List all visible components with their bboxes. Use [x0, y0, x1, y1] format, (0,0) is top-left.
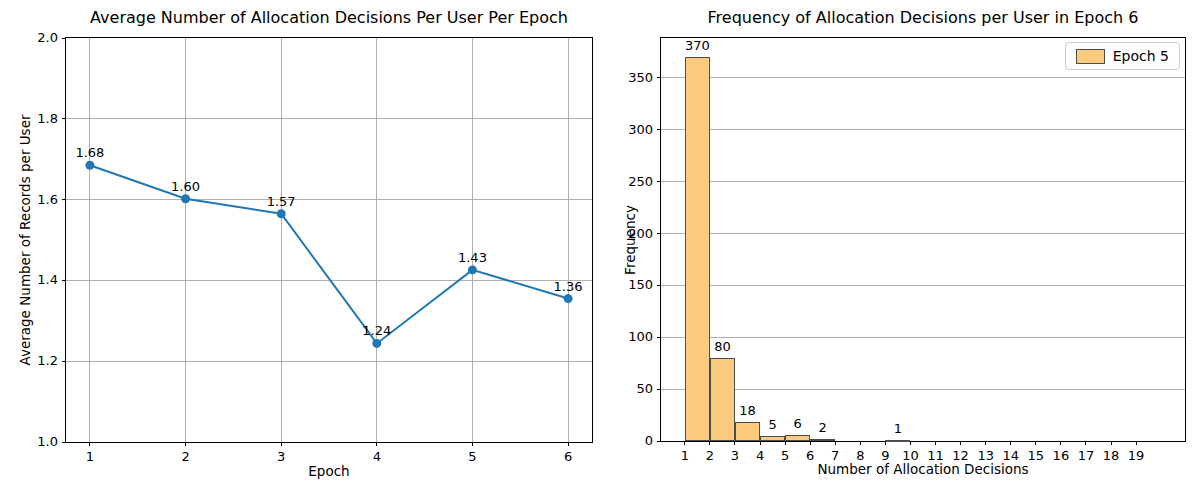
- line-chart-title: Average Number of Allocation Decisions P…: [66, 8, 592, 27]
- x-tick-mark: [472, 442, 473, 446]
- y-tick-mark: [657, 337, 661, 338]
- y-tick-label: 50: [611, 381, 653, 397]
- y-tick-mark: [657, 389, 661, 390]
- y-tick-mark: [657, 441, 661, 442]
- histogram-x-axis-label: Number of Allocation Decisions: [661, 461, 1185, 477]
- x-tick-mark: [1111, 441, 1112, 445]
- y-tick-label: 2.0: [16, 30, 58, 46]
- x-tick-mark: [1035, 441, 1036, 445]
- y-tick-label: 150: [611, 277, 653, 293]
- y-tick-label: 1.0: [16, 434, 58, 450]
- data-point-marker: [372, 339, 381, 348]
- y-gridline: [661, 389, 1185, 390]
- x-tick-mark: [960, 441, 961, 445]
- legend-label: Epoch 5: [1113, 49, 1169, 63]
- x-tick-mark: [709, 441, 710, 445]
- histogram-bar: [710, 358, 735, 441]
- x-tick-mark: [1136, 441, 1137, 445]
- data-point-marker: [181, 194, 190, 203]
- line-chart-x-axis-label: Epoch: [66, 463, 592, 479]
- x-tick-mark: [1060, 441, 1061, 445]
- data-point-marker: [468, 265, 477, 274]
- y-tick-mark: [657, 181, 661, 182]
- y-tick-label: 350: [611, 70, 653, 86]
- y-tick-label: 250: [611, 174, 653, 190]
- y-tick-label: 200: [611, 226, 653, 242]
- x-tick-mark: [860, 441, 861, 445]
- x-tick-mark: [568, 442, 569, 446]
- x-tick-mark: [89, 442, 90, 446]
- y-tick-label: 1.6: [16, 192, 58, 208]
- y-tick-label: 1.4: [16, 272, 58, 288]
- line-series: [66, 38, 592, 442]
- bar-value-label: 1: [873, 421, 923, 437]
- histogram-bar: [885, 440, 910, 442]
- bar-value-label: 2: [798, 420, 848, 436]
- x-tick-mark: [376, 442, 377, 446]
- data-point-label: 1.43: [447, 250, 497, 266]
- y-gridline: [661, 337, 1185, 338]
- data-point-label: 1.24: [352, 323, 402, 339]
- y-tick-label: 0: [611, 433, 653, 449]
- y-tick-label: 300: [611, 122, 653, 138]
- histogram-title: Frequency of Allocation Decisions per Us…: [661, 8, 1185, 27]
- x-tick-mark: [1085, 441, 1086, 445]
- matplotlib-figure: Average Number of Allocation Decisions P…: [0, 0, 1200, 500]
- y-gridline: [661, 77, 1185, 78]
- bar-value-label: 370: [672, 38, 722, 54]
- histogram-plot-area: Epoch 5 12345678910111213141516171819050…: [660, 37, 1186, 442]
- histogram-bar: [760, 436, 785, 441]
- data-point-marker: [277, 209, 286, 218]
- y-tick-mark: [657, 77, 661, 78]
- x-tick-mark: [985, 441, 986, 445]
- x-tick-mark: [935, 441, 936, 445]
- x-tick-mark: [734, 441, 735, 445]
- histogram-bar: [685, 57, 710, 441]
- histogram-bar: [810, 439, 835, 441]
- x-tick-mark: [281, 442, 282, 446]
- y-tick-mark: [657, 129, 661, 130]
- data-point-label: 1.60: [161, 179, 211, 195]
- x-tick-mark: [785, 441, 786, 445]
- legend: Epoch 5: [1065, 42, 1180, 70]
- y-gridline: [661, 181, 1185, 182]
- y-tick-label: 100: [611, 329, 653, 345]
- x-tick-mark: [185, 442, 186, 446]
- data-point-marker: [85, 161, 94, 170]
- y-gridline: [661, 233, 1185, 234]
- x-tick-mark: [760, 441, 761, 445]
- data-point-marker: [564, 294, 573, 303]
- legend-swatch-icon: [1076, 49, 1105, 64]
- x-tick-mark: [810, 441, 811, 445]
- x-tick-mark: [835, 441, 836, 445]
- y-tick-mark: [657, 285, 661, 286]
- line-chart-plot-area: 1234561.01.21.41.61.82.01.681.601.571.24…: [65, 37, 593, 443]
- y-tick-mark: [657, 233, 661, 234]
- y-tick-label: 1.2: [16, 353, 58, 369]
- data-point-label: 1.36: [543, 279, 593, 295]
- y-gridline: [661, 285, 1185, 286]
- x-tick-mark: [684, 441, 685, 445]
- x-tick-mark: [1010, 441, 1011, 445]
- y-gridline: [661, 129, 1185, 130]
- data-point-label: 1.57: [256, 194, 306, 210]
- y-tick-label: 1.8: [16, 111, 58, 127]
- data-point-label: 1.68: [65, 145, 115, 161]
- line-chart-y-axis-label: Average Number of Records per User: [17, 114, 33, 365]
- bar-value-label: 80: [697, 339, 747, 355]
